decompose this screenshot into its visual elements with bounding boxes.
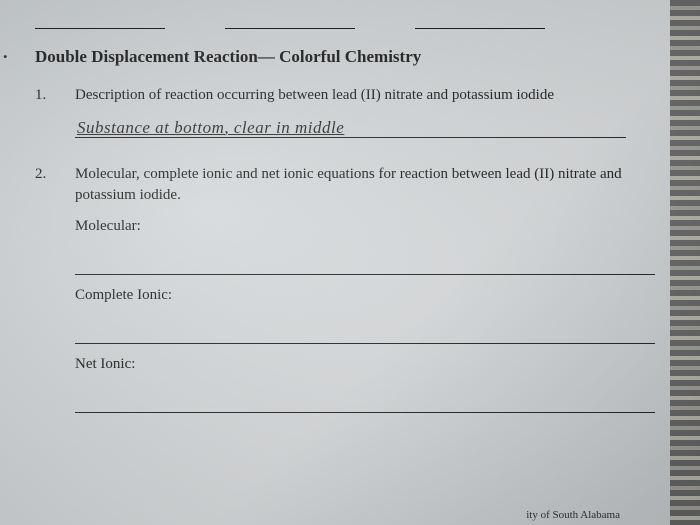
question-number: 1. — [35, 85, 75, 138]
blank-line — [35, 15, 165, 29]
handwritten-answer: Substance at bottom, clear in middle — [77, 118, 344, 138]
question-2: 2. Molecular, complete ionic and net ion… — [35, 164, 655, 421]
question-prompt: Molecular, complete ionic and net ionic … — [75, 164, 655, 206]
section-title: Double Displacement Reaction— Colorful C… — [35, 47, 655, 67]
label-complete-ionic: Complete Ionic: — [75, 287, 655, 304]
header-blanks — [35, 15, 655, 29]
question-1: 1. Description of reaction occurring bet… — [35, 85, 655, 138]
question-body: Molecular, complete ionic and net ionic … — [75, 164, 655, 421]
blank-line — [225, 15, 355, 29]
question-body: Description of reaction occurring betwee… — [75, 85, 655, 138]
worksheet-page: . Double Displacement Reaction— Colorful… — [0, 0, 700, 525]
label-molecular: Molecular: — [75, 218, 655, 235]
equation-line — [75, 308, 655, 344]
blank-line — [415, 15, 545, 29]
footer-text: ity of South Alabama — [526, 509, 620, 521]
question-prompt: Description of reaction occurring betwee… — [75, 85, 655, 106]
label-net-ionic: Net Ionic: — [75, 356, 655, 373]
question-number: 2. — [35, 164, 75, 421]
answer-line: Substance at bottom, clear in middle — [75, 110, 626, 138]
equation-line — [75, 239, 655, 275]
equation-line — [75, 377, 655, 413]
margin-mark: . — [3, 42, 8, 63]
